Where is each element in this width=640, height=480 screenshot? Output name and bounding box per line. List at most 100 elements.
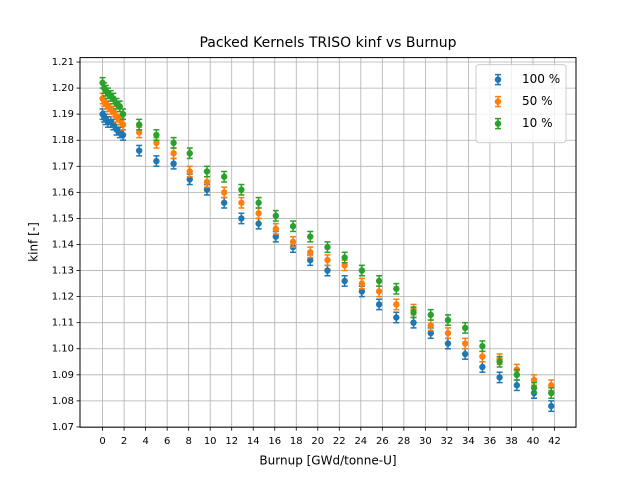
data-point [427,311,434,319]
y-tick-label: 1.11 [52,318,74,329]
legend-marker [494,98,502,105]
data-point [530,376,538,384]
data-point [116,116,124,123]
data-point [119,131,127,139]
data-point [220,173,228,180]
data-point [186,150,193,157]
y-tick-label: 1.14 [52,239,74,250]
x-tick-label: 38 [505,436,518,447]
x-tick-label: 10 [204,436,217,447]
data-point [479,363,486,371]
data-point [153,157,160,165]
data-point [410,309,417,316]
data-point [341,277,348,285]
y-tick-label: 1.21 [52,57,74,68]
data-point [255,220,262,227]
legend-marker [494,76,502,83]
x-tick-label: 6 [164,436,170,447]
data-point [255,199,262,206]
data-point [513,382,521,389]
x-tick-label: 32 [441,436,454,447]
data-point [461,340,469,347]
data-point [548,402,555,410]
data-point [238,199,245,206]
data-point [393,301,400,308]
data-point [272,233,280,240]
y-tick-label: 1.18 [52,135,74,146]
data-point [427,322,434,329]
x-tick-label: 22 [333,436,346,447]
data-point [289,238,297,246]
y-tick-label: 1.16 [52,187,74,198]
data-point [548,382,555,389]
data-point [135,129,143,136]
data-point [479,353,486,360]
data-point [341,262,348,269]
legend: 100 % 50 % 10 % [475,64,567,144]
x-tick-label: 30 [419,436,432,447]
data-point [119,121,127,128]
data-point [479,342,486,350]
y-axis-label: kinf [-] [27,222,41,262]
y-tick-label: 1.12 [52,292,74,303]
data-point [238,186,245,193]
legend-marker [494,120,502,127]
x-tick-label: 12 [225,436,238,447]
data-point [375,288,383,295]
x-tick-label: 34 [462,436,475,447]
y-tick-label: 1.17 [52,161,74,172]
y-tick-label: 1.20 [52,83,74,94]
data-point [203,168,211,175]
data-point [220,199,228,206]
data-point [358,267,366,274]
y-tick-label: 1.08 [52,396,74,407]
data-point [341,254,348,261]
x-tick-label: 4 [142,436,148,447]
data-point [110,121,117,128]
data-point [135,147,143,154]
chart-title: Packed Kernels TRISO kinf vs Burnup [199,35,456,51]
data-point [410,319,417,326]
data-point [238,215,245,222]
data-point [393,314,400,321]
data-point [324,256,331,264]
data-point [548,389,555,397]
data-point [186,168,193,175]
y-tick-label: 1.09 [52,370,74,381]
x-tick-label: 20 [311,436,324,447]
data-point [119,110,127,118]
data-point [444,316,452,324]
data-point [272,212,280,220]
data-point [116,103,124,110]
data-point [358,280,366,287]
axes: 0 2 4 6 8 10 12 14 16 18 20 22 24 26 28 30 32 34 36 38 40 421… [52,57,561,447]
x-tick-label: 36 [484,436,497,447]
data-point [170,150,177,157]
data-point [289,223,297,230]
data-point [530,384,538,392]
data-point [203,186,211,193]
x-tick-label: 40 [527,436,540,447]
data-point [427,329,434,337]
data-point [255,210,262,217]
data-point [220,189,228,196]
data-point [375,301,383,308]
x-tick-label: 8 [185,436,191,447]
data-point [393,285,400,292]
x-tick-label: 26 [376,436,389,447]
legend-label: 10 % [522,116,553,130]
data-point [375,277,383,285]
y-tick-label: 1.10 [52,344,74,355]
legend-label: 50 % [522,94,553,108]
y-tick-label: 1.07 [52,422,74,433]
data-point [272,225,280,233]
x-tick-label: 24 [354,436,367,447]
data-point [513,371,521,379]
x-tick-label: 18 [290,436,303,447]
data-point [110,108,117,115]
data-point [307,249,314,256]
x-tick-label: 42 [548,436,561,447]
data-point [324,267,331,274]
data-point [307,256,314,264]
